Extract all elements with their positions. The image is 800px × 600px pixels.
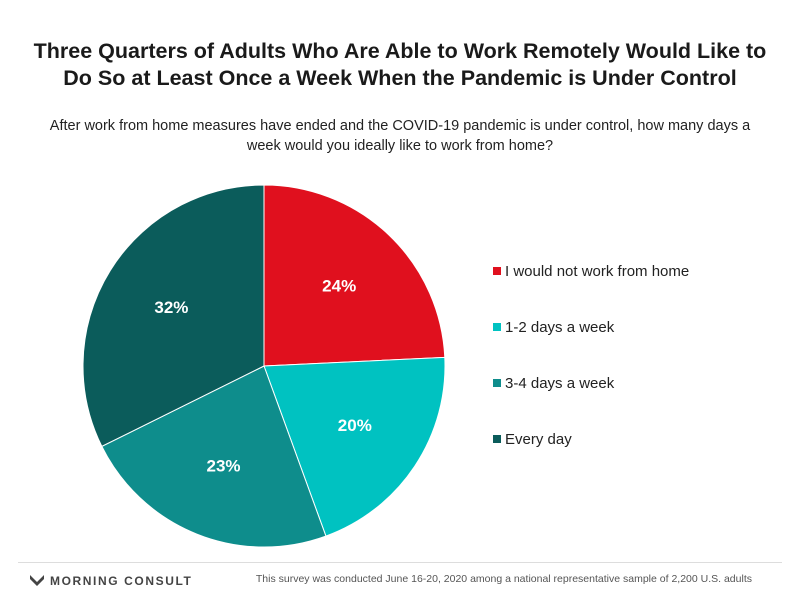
legend-item-3-4-days: 3-4 days a week [493, 374, 614, 394]
legend-label-every-day: Every day [505, 431, 572, 448]
data-label-1-2-days: 20% [338, 416, 372, 435]
chart-subtitle-line-1: After work from home measures have ended… [49, 118, 751, 134]
data-label-every-day: 32% [154, 298, 188, 317]
pie-slice-not-from-home [263, 184, 446, 367]
morning-consult-logo-icon [30, 575, 44, 586]
pie-slice-every-day [82, 184, 265, 448]
pie-slice-3-4-days [101, 365, 327, 548]
chart-title: Three Quarters of Adults Who Are Able to… [0, 38, 800, 92]
brand-logo: MORNING CONSULT [30, 572, 192, 590]
pie-slice-1-2-days [263, 356, 446, 537]
footer-note: This survey was conducted June 16-20, 20… [255, 573, 752, 585]
chart-subtitle-line-2: week would you ideally like to work from… [246, 138, 554, 154]
chart-title-line-1: Three Quarters of Adults Who Are Able to… [33, 39, 767, 63]
footer-divider [18, 562, 782, 563]
legend-label-1-2-days: 1-2 days a week [505, 319, 615, 336]
data-label-not-from-home: 24% [322, 277, 356, 296]
legend-item-every-day: Every day [493, 430, 572, 450]
brand-name: MORNING CONSULT [50, 574, 193, 588]
legend-label-not-from-home: I would not work from home [505, 263, 690, 280]
legend-label-3-4-days: 3-4 days a week [505, 375, 615, 392]
chart-subtitle: After work from home measures have ended… [20, 116, 780, 156]
data-label-3-4-days: 23% [206, 457, 240, 476]
legend-swatch-1-2-days [493, 323, 501, 332]
legend-swatch-3-4-days [493, 379, 501, 388]
chart-title-line-2: Do So at Least Once a Week When the Pand… [63, 66, 737, 90]
legend-swatch-not-from-home [493, 267, 501, 276]
legend-swatch-every-day [493, 435, 501, 444]
legend-item-not-from-home: I would not work from home [493, 262, 689, 282]
legend-item-1-2-days: 1-2 days a week [493, 318, 614, 338]
